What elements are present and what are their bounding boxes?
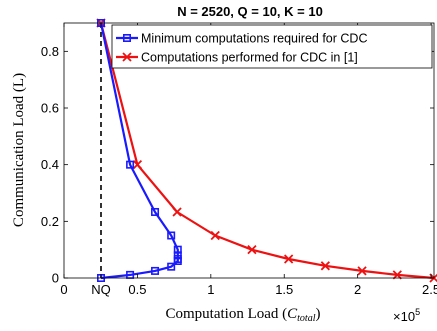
legend-label: Computations performed for CDC in [1] [141,51,358,65]
y-axis-label: Communication Load (L) [11,73,27,227]
x-axis-label-text: Computation Load [165,306,278,322]
x-tick-label: NQ [91,282,111,297]
y-tick-label: 0.6 [41,101,59,116]
y-tick-label: 0.4 [41,157,59,172]
series-1-point [151,207,160,216]
series-1-point [173,256,182,265]
y-tick-label: 0 [52,271,59,286]
x-axis-label-paren-open: ( [282,306,287,322]
legend-entry-1: Minimum computations required for CDC [116,32,367,46]
series-2-line [99,22,435,280]
series-1-point [126,160,135,169]
x-multiplier-base: ×10 [393,309,415,324]
legend-entries: Minimum computations required for CDC Com… [116,32,367,65]
x-tick-layer: 0 NQ 0.5 1 1.5 2 2.5 [60,23,437,297]
x-axis-label: Computation Load (Ctotal) [165,306,320,324]
series-2-point [210,230,220,241]
x-tick-label: 1.5 [275,282,293,297]
legend-swatch-marker [122,52,132,62]
x-tick-label: 1 [207,282,214,297]
legend-entry-2: Computations performed for CDC in [1] [116,51,358,65]
x-multiplier: ×105 [393,307,420,324]
chart-title: N = 2520, Q = 10, K = 10 [177,4,323,19]
series-2-point [247,245,257,255]
series-1-point [151,266,160,275]
x-axis-label-symbol: C [287,306,298,322]
series-2-point [132,160,143,170]
y-tick-layer: 0 0.2 0.4 0.6 0.8 [41,44,434,286]
x-axis-label-paren-close: ) [316,306,321,322]
plot-frame [63,22,435,279]
legend-swatch-marker [123,33,132,42]
series-2-point [357,266,367,276]
series-1-point [167,262,176,271]
x-tick-label: 0.5 [128,282,146,297]
legend: Minimum computations required for CDC Com… [111,24,433,69]
series-2-point [284,254,294,264]
x-tick-label: 2 [354,282,361,297]
x-multiplier-exponent: 5 [415,307,420,317]
y-tick-label: 0.8 [41,44,59,59]
legend-box [111,24,433,69]
series-2-point [392,270,402,280]
series-2-point [172,207,182,217]
y-tick-label: 0.2 [41,214,59,229]
x-tick-label: 0 [60,282,67,297]
x-tick-label: 2.5 [422,282,437,297]
x-axis-label-subscript: total [297,313,316,324]
series-2-point [320,261,330,271]
series-1-point [167,231,176,240]
legend-label: Minimum computations required for CDC [141,32,367,46]
